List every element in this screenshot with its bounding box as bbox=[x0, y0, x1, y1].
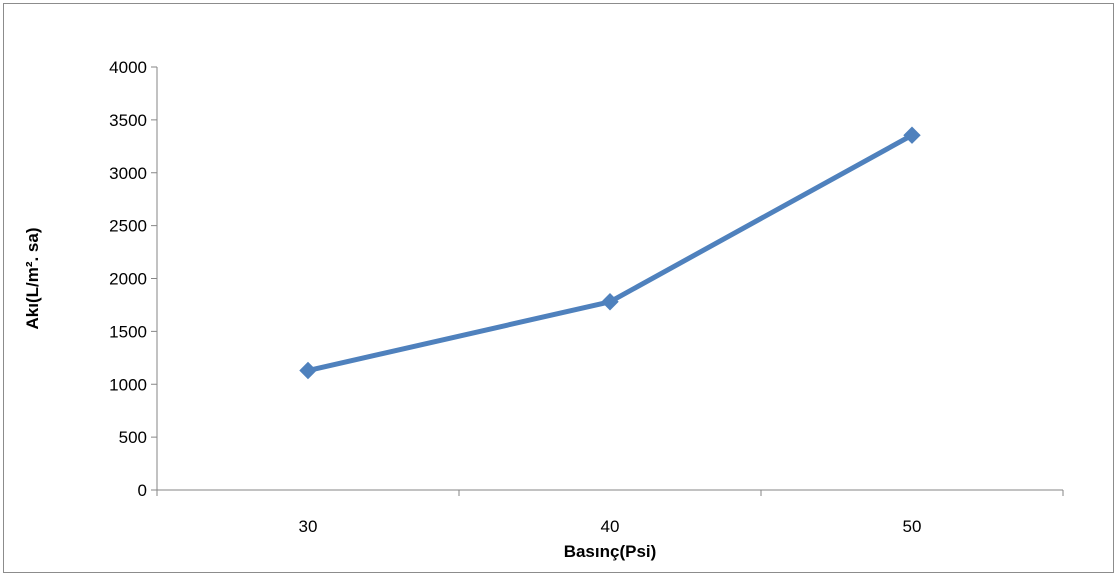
series-group bbox=[299, 126, 921, 380]
x-axis-title: Basınç(Psi) bbox=[564, 542, 657, 561]
y-tick-label: 3000 bbox=[109, 164, 147, 183]
series-line bbox=[305, 132, 915, 374]
data-point-marker bbox=[601, 293, 619, 311]
y-tick-label: 2500 bbox=[109, 217, 147, 236]
data-point-marker bbox=[299, 361, 317, 380]
y-axis: 0 500 1000 1500 2000 2500 3000 3500 4000 bbox=[109, 58, 158, 500]
y-tick-label: 3500 bbox=[109, 111, 147, 130]
chart-frame: 0 500 1000 1500 2000 2500 3000 3500 4000 30 40 50 … bbox=[3, 3, 1114, 573]
x-tick-label: 30 bbox=[299, 517, 318, 536]
x-tick-label: 40 bbox=[601, 517, 620, 536]
x-axis: 30 40 50 bbox=[156, 489, 1064, 536]
y-axis-title: Akı(L/m². sa) bbox=[23, 227, 42, 329]
y-tick-label: 1000 bbox=[109, 375, 147, 394]
y-tick-label: 2000 bbox=[109, 270, 147, 289]
y-tick-label: 500 bbox=[119, 428, 147, 447]
y-tick-label: 1500 bbox=[109, 322, 147, 341]
data-point-marker bbox=[903, 126, 921, 144]
y-tick-label: 0 bbox=[138, 481, 147, 500]
x-tick-label: 50 bbox=[903, 517, 922, 536]
y-tick-label: 4000 bbox=[109, 58, 147, 77]
